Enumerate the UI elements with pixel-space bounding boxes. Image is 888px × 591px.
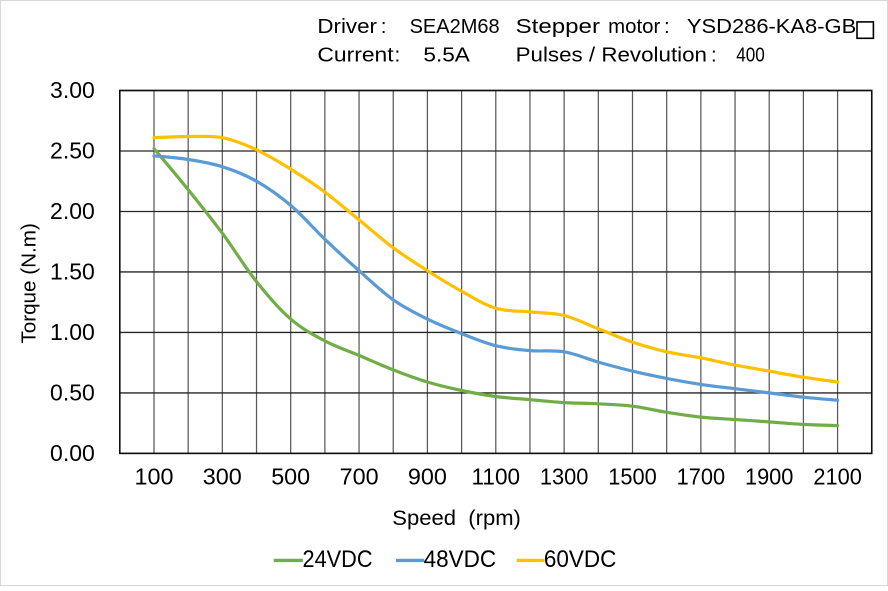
svg-text::: : xyxy=(381,15,387,38)
svg-text:0.50: 0.50 xyxy=(50,379,95,405)
svg-text:1.50: 1.50 xyxy=(50,258,95,284)
svg-text:Pulses / Revolution: Pulses / Revolution xyxy=(516,44,707,67)
svg-text:1100: 1100 xyxy=(472,463,521,489)
svg-text:60VDC: 60VDC xyxy=(544,546,617,573)
svg-text::: : xyxy=(711,44,717,67)
svg-text:Stepper: Stepper xyxy=(516,15,601,38)
svg-text:Speed (rpm): Speed (rpm) xyxy=(392,507,521,530)
svg-text:Current: Current xyxy=(317,44,394,67)
svg-text:Driver: Driver xyxy=(317,15,377,38)
svg-text:motor: motor xyxy=(608,15,660,38)
svg-text:300: 300 xyxy=(203,463,242,489)
svg-text:100: 100 xyxy=(135,463,174,489)
svg-text:500: 500 xyxy=(271,463,310,489)
svg-text:1300: 1300 xyxy=(540,463,589,489)
svg-text:3.00: 3.00 xyxy=(50,77,95,103)
svg-text:1500: 1500 xyxy=(608,463,657,489)
svg-text:700: 700 xyxy=(340,463,379,489)
svg-text:2.00: 2.00 xyxy=(50,198,95,224)
svg-text:Torque (N.m): Torque (N.m) xyxy=(18,223,41,343)
svg-text::: : xyxy=(664,15,670,38)
svg-text:2.50: 2.50 xyxy=(50,137,95,163)
svg-text:1.00: 1.00 xyxy=(50,319,95,345)
svg-text:SEA2M68: SEA2M68 xyxy=(410,15,500,38)
svg-text:YSD286-KA8-GB: YSD286-KA8-GB xyxy=(687,15,856,38)
svg-text:48VDC: 48VDC xyxy=(424,546,497,573)
svg-text:1700: 1700 xyxy=(677,463,726,489)
svg-text:2100: 2100 xyxy=(813,463,862,489)
svg-text:1900: 1900 xyxy=(745,463,794,489)
svg-text:24VDC: 24VDC xyxy=(303,546,373,573)
svg-text:400: 400 xyxy=(736,44,765,67)
svg-text::: : xyxy=(394,44,400,67)
svg-text:900: 900 xyxy=(408,463,447,489)
svg-text:5.5A: 5.5A xyxy=(423,44,470,67)
svg-text:0.00: 0.00 xyxy=(50,440,95,466)
